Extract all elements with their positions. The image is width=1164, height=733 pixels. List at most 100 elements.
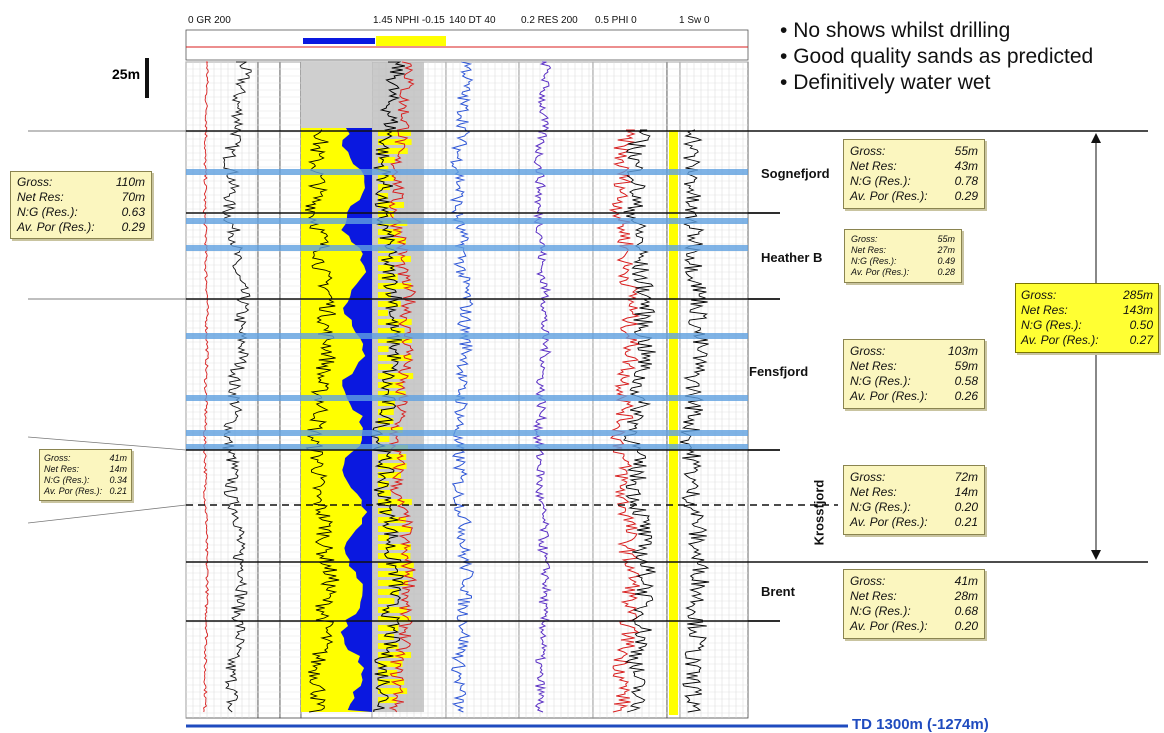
upper-fill — [301, 62, 372, 128]
shading-band — [186, 169, 748, 175]
stat-label: Av. Por (Res.): — [850, 619, 928, 633]
shale-fill — [340, 128, 372, 712]
crossover-fill — [378, 625, 399, 631]
stat-label: N:G (Res.): — [850, 604, 911, 618]
stat-value: 27m — [937, 245, 955, 255]
stat-label: Net Res: — [851, 245, 887, 255]
stat-value: 0.29 — [121, 220, 145, 234]
stat-value: 0.20 — [954, 619, 978, 633]
stat-row: Gross: 41m — [850, 574, 978, 589]
stat-row: Net Res: 14m — [44, 464, 127, 475]
formation-heather-b: Heather B — [761, 250, 823, 265]
crossover-fill — [378, 562, 414, 568]
stat-value: 59m — [954, 359, 978, 373]
shading-band — [186, 430, 748, 436]
stats-box-krossfjord: Gross: 72m Net Res: 14m N:G (Res.): 0.20 Av. P… — [843, 465, 985, 535]
crossover-fill — [378, 130, 412, 136]
shading-band — [186, 333, 748, 339]
callout-line — [27, 504, 187, 524]
log-track — [257, 61, 281, 719]
stat-label: Net Res: — [850, 589, 897, 603]
sw-track-fill — [669, 130, 678, 715]
stat-label: Gross: — [17, 175, 53, 189]
stat-label: Av. Por (Res.): — [850, 515, 928, 529]
crossover-fill — [378, 382, 403, 388]
stats-box-fensfjord: Gross: 103m Net Res: 59m N:G (Res.): 0.58 Av. … — [843, 339, 985, 409]
phi-curve — [608, 129, 641, 713]
sw-track-header: 1 Sw 0 — [679, 15, 710, 26]
crossover-fill — [378, 679, 405, 685]
stat-row: Gross: 41m — [44, 453, 127, 464]
crossover-fill — [378, 571, 413, 577]
crossover-fill — [378, 175, 395, 181]
stat-value: 41m — [109, 453, 127, 463]
stat-value: 0.21 — [109, 486, 127, 496]
stat-value: 0.28 — [937, 267, 955, 277]
stat-value: 0.58 — [954, 374, 978, 388]
stat-value: 0.68 — [954, 604, 978, 618]
crossover-fill — [378, 364, 393, 370]
stat-row: Av. Por (Res.): 0.26 — [850, 389, 978, 404]
crossover-fill — [378, 697, 397, 703]
crossover-fill — [378, 526, 412, 532]
stat-value: 285m — [1122, 288, 1153, 302]
stat-label: Av. Por (Res.): — [44, 486, 103, 496]
stat-row: Av. Por (Res.): 0.20 — [850, 619, 978, 634]
stat-label: N:G (Res.): — [17, 205, 78, 219]
stat-row: N:G (Res.): 0.63 — [17, 205, 145, 220]
crossover-fill — [378, 328, 405, 334]
res-curve — [532, 61, 552, 713]
stat-row: Net Res: 143m — [1021, 303, 1153, 318]
crossover-fill — [378, 553, 411, 559]
formation-fensfjord: Fensfjord — [749, 364, 809, 379]
stat-row: N:G (Res.): 0.68 — [850, 604, 978, 619]
summary-box-right-total: Gross: 285m Net Res: 143m N:G (Res.): 0.50 Av.… — [1015, 283, 1159, 353]
stat-row: Av. Por (Res.): 0.29 — [17, 220, 145, 235]
crossover-fill — [378, 373, 414, 379]
stat-label: Net Res: — [1021, 303, 1068, 317]
stat-label: Net Res: — [850, 159, 897, 173]
stat-row: Av. Por (Res.): 0.21 — [850, 515, 978, 530]
crossover-fill — [378, 580, 408, 586]
formation-krossfjord: Krossfjord — [811, 479, 827, 546]
shading-band — [186, 395, 748, 401]
gr-track-header: 0 GR 200 — [188, 15, 231, 26]
stat-label: Av. Por (Res.): — [850, 389, 928, 403]
formation-sognefjord: Sognefjord — [761, 166, 830, 181]
stat-row: Av. Por (Res.): 0.21 — [44, 486, 127, 497]
stat-value: 0.21 — [954, 515, 978, 529]
stat-row: Av. Por (Res.): 0.28 — [851, 267, 955, 278]
stat-row: Gross: 55m — [851, 234, 955, 245]
crossover-fill — [378, 184, 390, 190]
crossover-fill — [378, 544, 411, 550]
stat-value: 0.26 — [954, 389, 978, 403]
stat-value: 55m — [954, 144, 978, 158]
stat-label: Gross: — [1021, 288, 1057, 302]
stat-row: Gross: 110m — [17, 175, 145, 190]
lithology-curve — [305, 129, 340, 713]
crossover-fill — [378, 598, 395, 604]
sw-curve — [679, 129, 710, 713]
stat-value: 143m — [1122, 303, 1153, 317]
crossover-fill — [378, 193, 389, 199]
crossover-fill — [378, 652, 412, 658]
crossover-fill — [378, 256, 411, 262]
stat-value: 0.49 — [937, 256, 955, 266]
stat-row: Gross: 285m — [1021, 288, 1153, 303]
shading-band — [186, 444, 748, 450]
phie-curve — [623, 129, 656, 713]
stat-row: N:G (Res.): 0.34 — [44, 475, 127, 486]
stat-row: N:G (Res.): 0.20 — [850, 500, 978, 515]
key-points: • No shows whilst drilling • Good qualit… — [780, 18, 1093, 96]
crossover-fill — [378, 409, 394, 415]
stat-value: 0.78 — [954, 174, 978, 188]
stat-label: Gross: — [851, 234, 878, 244]
crossover-fill — [378, 310, 389, 316]
dt-track-header: 140 DT 40 — [449, 15, 496, 26]
crossover-fill — [378, 292, 392, 298]
stat-value: 0.27 — [1129, 333, 1153, 347]
stat-label: Av. Por (Res.): — [851, 267, 910, 277]
stat-row: N:G (Res.): 0.78 — [850, 174, 978, 189]
